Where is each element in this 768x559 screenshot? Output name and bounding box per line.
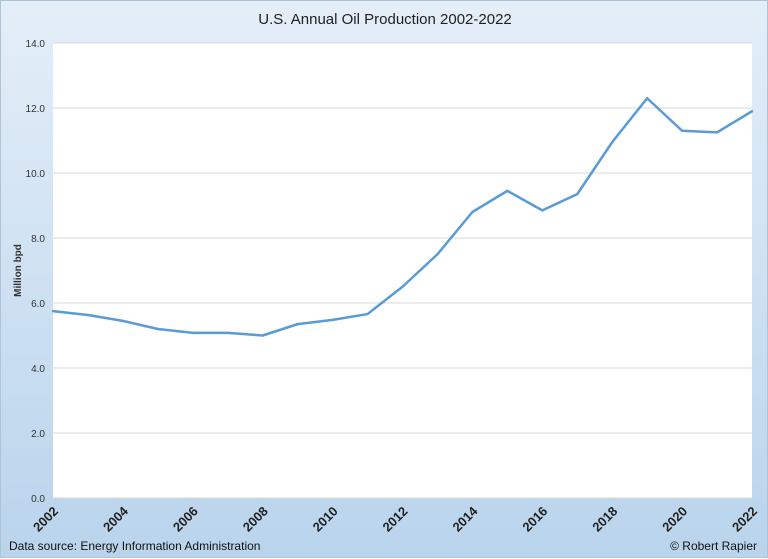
- y-tick-label: 14.0: [26, 39, 46, 50]
- data-point: [541, 209, 544, 212]
- data-point: [680, 129, 684, 132]
- data-point: [436, 253, 439, 256]
- y-tick-label: 6.0: [31, 299, 45, 310]
- credit-note: © Robert Rapier: [670, 539, 757, 553]
- data-point: [750, 110, 754, 113]
- data-point: [156, 327, 160, 331]
- x-tick-label: 2010: [310, 504, 341, 535]
- x-tick-label: 2022: [729, 504, 760, 535]
- data-point: [86, 313, 90, 317]
- x-tick-label: 2012: [380, 504, 411, 535]
- x-tick-label: 2006: [170, 504, 201, 535]
- data-point: [226, 331, 229, 335]
- y-tick-label: 2.0: [31, 429, 45, 440]
- y-tick-label: 4.0: [31, 364, 45, 375]
- x-tick-label: 2014: [449, 503, 481, 535]
- data-point: [366, 312, 369, 316]
- x-tick-label: 2008: [240, 504, 271, 535]
- y-tick-label: 8.0: [31, 234, 45, 245]
- data-point: [401, 285, 404, 288]
- y-tick-label: 0.0: [31, 494, 45, 505]
- data-point: [715, 131, 719, 134]
- x-tick-label: 2002: [30, 504, 61, 535]
- data-point: [506, 189, 509, 193]
- data-source-note: Data source: Energy Information Administ…: [9, 539, 261, 553]
- data-point: [471, 210, 474, 214]
- data-point: [51, 309, 55, 313]
- data-point: [121, 319, 125, 323]
- y-axis-label: Million bpd: [13, 244, 24, 297]
- data-point: [611, 140, 614, 144]
- data-point: [331, 318, 334, 322]
- x-tick-label: 2016: [519, 504, 550, 535]
- y-tick-label: 10.0: [26, 169, 46, 180]
- x-tick-label: 2018: [589, 504, 620, 535]
- x-tick-label: 2020: [659, 504, 690, 535]
- data-point: [261, 334, 264, 337]
- x-tick-label: 2004: [100, 503, 132, 535]
- data-point: [576, 192, 579, 196]
- data-point: [296, 322, 299, 326]
- y-tick-label: 12.0: [26, 104, 46, 115]
- plot-area: [53, 43, 752, 498]
- chart-title: U.S. Annual Oil Production 2002-2022: [258, 11, 512, 28]
- data-point: [645, 97, 649, 100]
- data-point: [191, 331, 194, 335]
